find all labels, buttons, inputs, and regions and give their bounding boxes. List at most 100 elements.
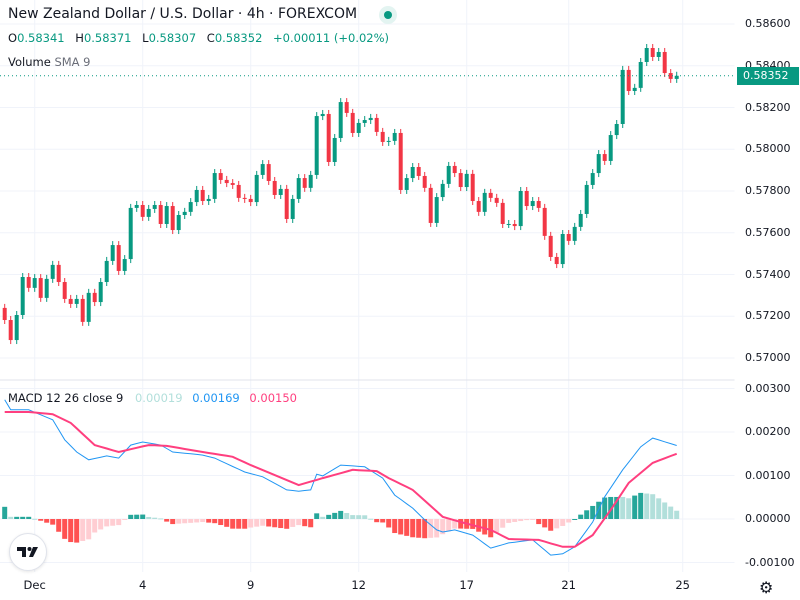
macd-histogram-bar [446, 519, 452, 532]
candle [218, 169, 223, 184]
candle [176, 211, 181, 235]
candle-body [230, 183, 235, 185]
candle-body [110, 245, 115, 261]
candle-body [614, 123, 619, 136]
candle [182, 207, 187, 220]
candle-body [368, 117, 373, 121]
candle-body [386, 140, 391, 142]
candle-body [560, 234, 565, 265]
candle-body [488, 192, 493, 198]
macd-axis-label: 0.00000 [745, 512, 791, 525]
candle-body [674, 75, 679, 79]
macd-histogram-bar [656, 498, 662, 519]
candle [278, 184, 283, 199]
candle-body [326, 113, 331, 162]
candle [584, 180, 589, 218]
macd-histogram-bar [20, 516, 26, 519]
candle-body [590, 173, 595, 185]
candle [500, 198, 505, 228]
candle [158, 200, 163, 228]
macd-histogram-bar [584, 510, 590, 519]
settings-gear-icon[interactable]: ⚙ [759, 578, 774, 597]
macd-histogram-bar [122, 519, 128, 520]
candle [290, 194, 295, 223]
candle [224, 175, 229, 188]
candle-body [164, 206, 169, 224]
high-value: 0.58371 [83, 31, 132, 45]
volume-sma-label: SMA 9 [54, 55, 91, 69]
candle [338, 98, 343, 142]
candle [254, 170, 259, 207]
macd-histogram-bar [494, 519, 500, 533]
candle-body [80, 298, 85, 322]
candle-body [320, 113, 325, 117]
macd-signal-value: 0.00150 [249, 391, 297, 405]
candle [602, 150, 607, 165]
candle-body [668, 73, 673, 79]
candle-body [224, 179, 229, 184]
candle [578, 209, 583, 231]
tradingview-logo[interactable] [9, 533, 47, 571]
price-axis-label: 0.58000 [745, 142, 791, 156]
candle [626, 65, 631, 96]
candle-body [302, 178, 307, 188]
candle-body [26, 277, 31, 288]
candle [512, 219, 517, 231]
macd-histogram-bar [452, 519, 458, 529]
macd-histogram-bar [308, 519, 314, 528]
macd-histogram-bar [92, 519, 98, 533]
candle [422, 171, 427, 192]
macd-histogram-bar [164, 519, 170, 522]
candle-body [140, 204, 145, 217]
macd-axis-label: -0.00100 [745, 555, 795, 569]
macd-histogram-bar [536, 519, 542, 525]
macd-histogram-bar [332, 512, 338, 519]
candle-body [476, 201, 481, 212]
macd-histogram-bar [482, 519, 488, 535]
candle [638, 57, 643, 92]
market-status-icon[interactable] [379, 6, 397, 24]
open-label: O [8, 31, 18, 45]
candle-body [422, 175, 427, 188]
candle-body [242, 197, 247, 199]
candle-body [356, 122, 361, 133]
price-axis-label: 0.58200 [745, 100, 791, 114]
candle-body [104, 260, 109, 283]
macd-histogram-bar [500, 519, 506, 528]
candle-body [482, 192, 487, 212]
high-label: H [75, 31, 84, 45]
macd-histogram-bar [356, 515, 362, 519]
candle [674, 71, 679, 83]
candle [518, 187, 523, 231]
candle-body [512, 223, 517, 227]
macd-histogram-bar [662, 502, 668, 519]
candle [434, 193, 439, 227]
time-axis-label: 17 [459, 578, 475, 592]
candle-body [470, 173, 475, 202]
candle-body [68, 298, 73, 304]
macd-histogram-bar [206, 519, 212, 523]
macd-histogram-bar [620, 496, 626, 519]
candle [332, 133, 337, 166]
candle [314, 112, 319, 179]
volume-legend[interactable]: Volume SMA 9 [8, 55, 91, 69]
candle [140, 200, 145, 221]
candle-body [122, 259, 127, 271]
macd-histogram-bar [368, 518, 374, 520]
candle-body [632, 87, 637, 92]
candle-body [188, 202, 193, 212]
candle-body [374, 117, 379, 132]
candle-body [206, 198, 211, 202]
macd-histogram-bar [56, 519, 62, 532]
macd-histogram-bar [176, 519, 182, 524]
candle [536, 197, 541, 212]
candle [368, 113, 373, 125]
candle-body [350, 112, 355, 133]
macd-legend[interactable]: MACD 12 26 close 9 0.00019 0.00169 0.001… [8, 391, 297, 405]
candle-body [518, 191, 523, 227]
candle-body [596, 154, 601, 174]
candle [542, 203, 547, 240]
macd-histogram-bar [86, 519, 92, 540]
candle-body [116, 245, 121, 271]
